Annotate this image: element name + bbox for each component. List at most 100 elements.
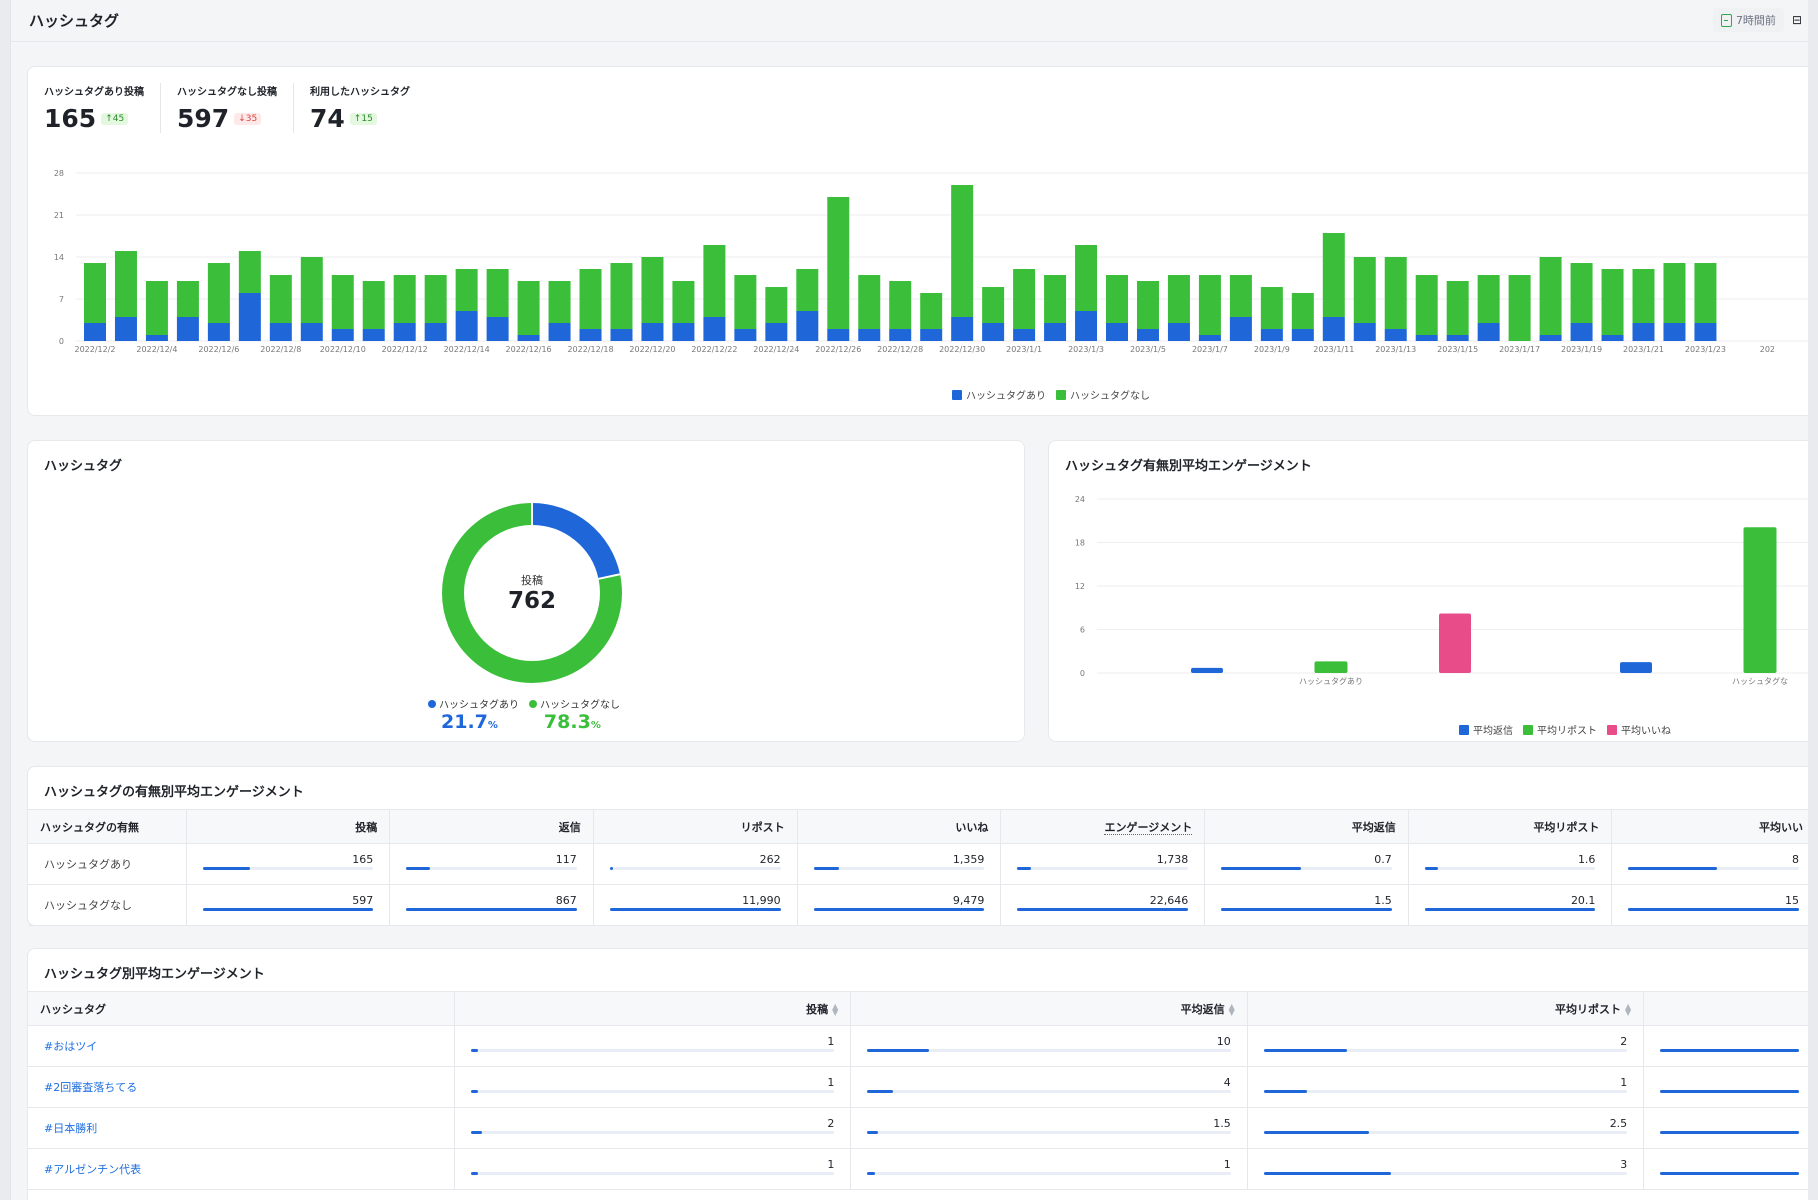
bar-with-hashtag[interactable] [672, 323, 695, 341]
table-row[interactable]: #おはツイ 1 10 2 [28, 1025, 1808, 1067]
bar-without-hashtag[interactable] [889, 281, 912, 329]
bar-without-hashtag[interactable] [269, 275, 292, 323]
bar-with-hashtag[interactable] [1106, 323, 1129, 341]
bar-without-hashtag[interactable] [734, 275, 757, 329]
bar-with-hashtag[interactable] [1136, 329, 1159, 341]
bar-with-hashtag[interactable] [1075, 311, 1098, 341]
column-header[interactable]: 平均いい [1611, 809, 1808, 844]
bar-without-hashtag[interactable] [982, 287, 1005, 323]
bar-without-hashtag[interactable] [300, 257, 323, 323]
column-header[interactable]: 返信 [389, 809, 594, 844]
bar-with-hashtag[interactable] [455, 311, 478, 341]
bar-without-hashtag[interactable] [1601, 269, 1624, 335]
table-row[interactable]: #日本勝利 2 1.5 2.5 [28, 1107, 1808, 1149]
bar-with-hashtag[interactable] [1632, 323, 1655, 341]
bar-with-hashtag[interactable] [1663, 323, 1686, 341]
bar-without-hashtag[interactable] [796, 269, 819, 311]
bar-with-hashtag[interactable] [1446, 335, 1469, 341]
bar-with-hashtag[interactable] [486, 317, 509, 341]
bar-without-hashtag[interactable] [579, 269, 602, 329]
bar-with-hashtag[interactable] [145, 335, 168, 341]
bar-with-hashtag[interactable] [176, 317, 199, 341]
bar-without-hashtag[interactable] [1632, 269, 1655, 323]
bar-with-hashtag[interactable] [1229, 317, 1252, 341]
bar-without-hashtag[interactable] [1229, 275, 1252, 317]
bar-without-hashtag[interactable] [486, 269, 509, 317]
bar-without-hashtag[interactable] [1198, 275, 1221, 335]
engagement-bar[interactable] [1439, 613, 1471, 673]
bar-with-hashtag[interactable] [393, 323, 416, 341]
bar-without-hashtag[interactable] [1044, 275, 1067, 323]
bar-without-hashtag[interactable] [362, 281, 385, 329]
bar-with-hashtag[interactable] [1384, 329, 1407, 341]
column-header[interactable]: 投稿 ▲ ▼ [454, 991, 852, 1026]
bar-with-hashtag[interactable] [1260, 329, 1283, 341]
bar-without-hashtag[interactable] [207, 263, 230, 323]
bar-with-hashtag[interactable] [703, 317, 726, 341]
bar-without-hashtag[interactable] [1075, 245, 1098, 311]
hashtag-link[interactable]: #おはツイ [28, 1025, 455, 1067]
column-header[interactable]: 平均リポスト [1408, 809, 1613, 844]
bar-with-hashtag[interactable] [1167, 323, 1190, 341]
legend-item[interactable]: ハッシュタグなし [1056, 387, 1150, 402]
column-header[interactable]: エンゲージメント [1000, 809, 1206, 844]
bar-with-hashtag[interactable] [1198, 335, 1221, 341]
bar-with-hashtag[interactable] [889, 329, 912, 341]
bar-with-hashtag[interactable] [548, 323, 571, 341]
bar-without-hashtag[interactable] [176, 281, 199, 317]
bar-without-hashtag[interactable] [920, 293, 943, 329]
bar-without-hashtag[interactable] [455, 269, 478, 311]
bar-without-hashtag[interactable] [1663, 263, 1686, 323]
bar-without-hashtag[interactable] [548, 281, 571, 323]
engagement-bar[interactable] [1191, 667, 1223, 673]
bar-without-hashtag[interactable] [1446, 281, 1469, 335]
table-row[interactable]: #アルゼンチン代表 1 1 3 [28, 1148, 1808, 1190]
column-header[interactable]: リポスト [593, 809, 798, 844]
bar-without-hashtag[interactable] [238, 251, 261, 293]
bar-with-hashtag[interactable] [920, 329, 943, 341]
bar-without-hashtag[interactable] [1322, 233, 1345, 317]
bar-without-hashtag[interactable] [1508, 275, 1531, 341]
sort-icon[interactable]: ▲ ▼ [832, 1001, 839, 1017]
legend-item[interactable]: 平均リポスト [1523, 722, 1597, 737]
bar-with-hashtag[interactable] [517, 335, 540, 341]
legend-item[interactable]: ハッシュタグあり [428, 696, 519, 711]
legend-item[interactable]: 平均返信 [1459, 722, 1513, 737]
bar-without-hashtag[interactable] [84, 263, 106, 323]
bar-without-hashtag[interactable] [858, 275, 881, 329]
bar-with-hashtag[interactable] [734, 329, 757, 341]
bar-without-hashtag[interactable] [1539, 257, 1562, 335]
bar-with-hashtag[interactable] [84, 323, 106, 341]
bar-with-hashtag[interactable] [331, 329, 354, 341]
bar-with-hashtag[interactable] [579, 329, 602, 341]
sort-icon[interactable]: ▲ ▼ [1228, 1001, 1235, 1017]
bar-with-hashtag[interactable] [641, 323, 664, 341]
table-row[interactable]: ハッシュタグあり 165 117 262 1,359 1,738 0.7 1.6 8 [28, 843, 1808, 885]
bar-without-hashtag[interactable] [517, 281, 540, 335]
bar-with-hashtag[interactable] [300, 323, 323, 341]
column-header[interactable]: 平均リポスト ▲ ▼ [1247, 991, 1645, 1026]
engagement-bar[interactable] [1314, 661, 1348, 673]
bar-with-hashtag[interactable] [424, 323, 447, 341]
bar-without-hashtag[interactable] [1477, 275, 1500, 323]
bar-with-hashtag[interactable] [1291, 329, 1314, 341]
bar-without-hashtag[interactable] [672, 281, 695, 323]
bar-with-hashtag[interactable] [1477, 323, 1500, 341]
column-header[interactable]: ハッシュタグの有無 [28, 809, 187, 844]
bar-without-hashtag[interactable] [1291, 293, 1314, 329]
bar-with-hashtag[interactable] [858, 329, 881, 341]
bar-with-hashtag[interactable] [1044, 323, 1067, 341]
bar-with-hashtag[interactable] [1415, 335, 1438, 341]
bar-without-hashtag[interactable] [703, 245, 726, 317]
legend-item[interactable]: 平均いいね [1607, 722, 1671, 737]
bar-with-hashtag[interactable] [207, 323, 230, 341]
bar-without-hashtag[interactable] [1353, 257, 1376, 323]
bar-without-hashtag[interactable] [1260, 287, 1283, 329]
bar-with-hashtag[interactable] [1353, 323, 1376, 341]
bar-with-hashtag[interactable] [765, 323, 788, 341]
bar-without-hashtag[interactable] [1415, 275, 1438, 335]
bar-without-hashtag[interactable] [331, 275, 354, 329]
bar-with-hashtag[interactable] [1539, 335, 1562, 341]
legend-item[interactable]: ハッシュタグあり [952, 387, 1046, 402]
column-header[interactable]: 平均返信 [1204, 809, 1409, 844]
